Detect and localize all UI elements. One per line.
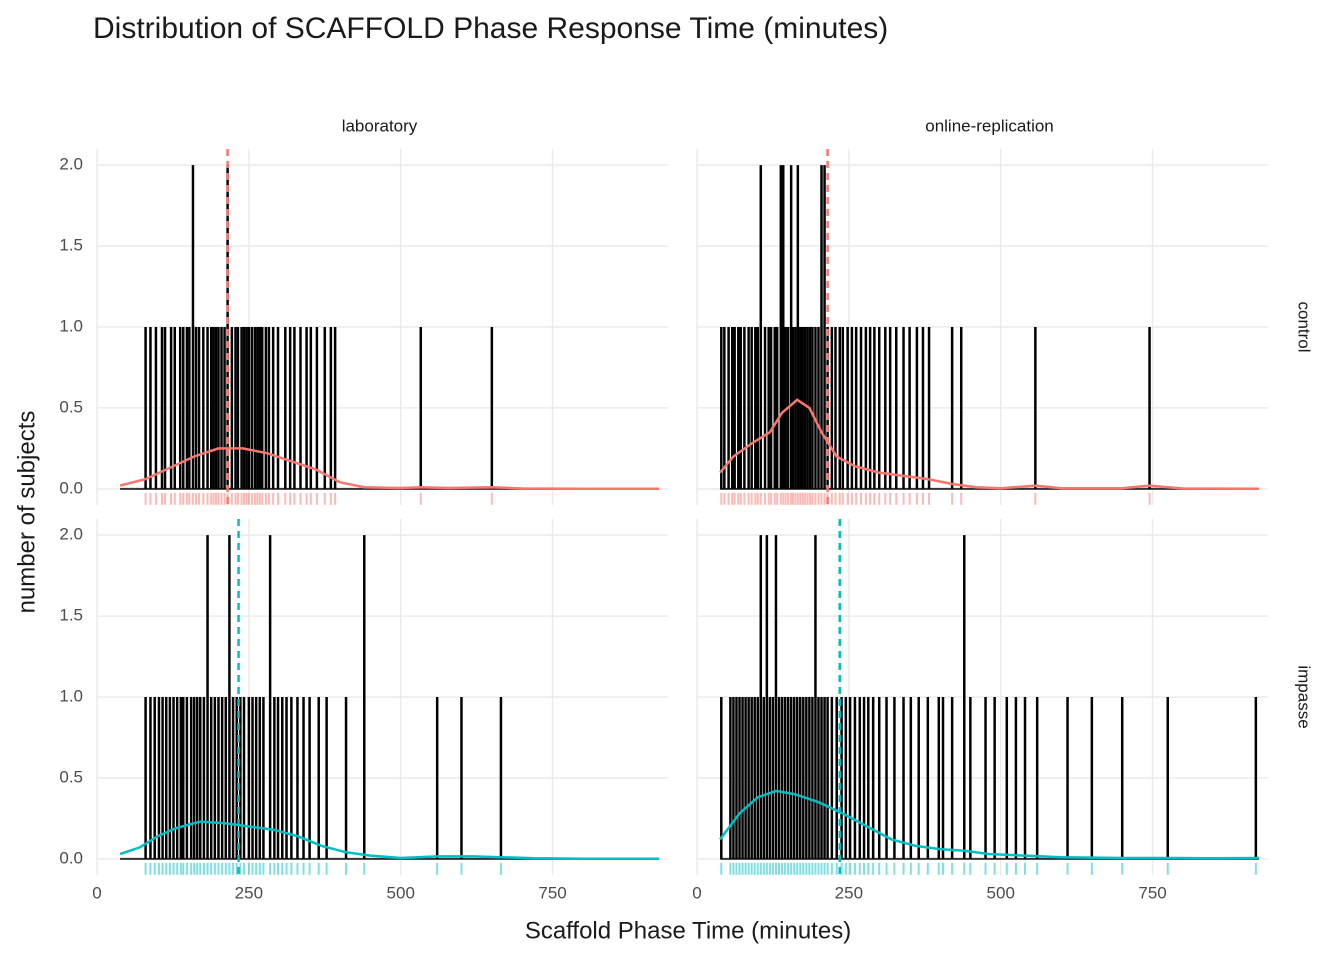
row-strip-label: control — [1295, 301, 1314, 352]
row-strip-label: impasse — [1295, 665, 1314, 728]
y-tick-label: 0.0 — [59, 478, 83, 497]
x-tick-label: 500 — [987, 883, 1015, 902]
column-strip-label: online-replication — [925, 116, 1054, 135]
y-tick-label: 2.0 — [59, 525, 83, 544]
chart-title: Distribution of SCAFFOLD Phase Response … — [93, 12, 888, 45]
density-line — [719, 789, 1259, 860]
y-tick-label: 1.0 — [59, 316, 83, 335]
x-tick-label: 250 — [835, 883, 863, 902]
x-tick-label: 750 — [538, 883, 566, 902]
x-axis-label: Scaffold Phase Time (minutes) — [525, 917, 851, 944]
column-strip-label: laboratory — [342, 116, 418, 135]
x-tick-label: 0 — [692, 883, 701, 902]
y-tick-label: 0.5 — [59, 397, 83, 416]
y-tick-label: 0.0 — [59, 848, 83, 867]
x-tick-label: 500 — [387, 883, 415, 902]
y-tick-label: 1.5 — [59, 606, 83, 625]
y-tick-label: 1.5 — [59, 236, 83, 255]
y-tick-label: 0.5 — [59, 767, 83, 786]
density-line — [119, 820, 659, 861]
x-tick-label: 0 — [92, 883, 101, 902]
x-tick-label: 250 — [235, 883, 263, 902]
y-axis-label: number of subjects — [13, 411, 40, 614]
density-line — [719, 398, 1259, 491]
x-tick-label: 750 — [1138, 883, 1166, 902]
y-tick-label: 1.0 — [59, 686, 83, 705]
y-tick-label: 2.0 — [59, 155, 83, 174]
density-line — [119, 447, 659, 491]
